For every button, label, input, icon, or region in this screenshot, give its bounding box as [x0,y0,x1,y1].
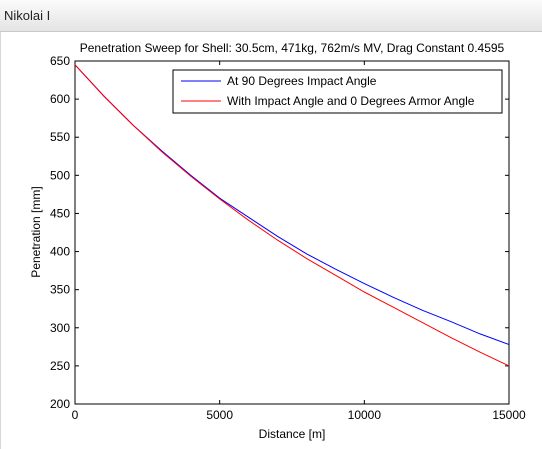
x-tick-label: 0 [72,408,79,422]
y-tick-label: 250 [50,359,70,373]
y-axis-label: Penetration [mm] [29,186,43,277]
legend-label-1: At 90 Degrees Impact Angle [227,74,377,88]
y-tick-label: 500 [50,168,70,182]
axis-ticks: 0 5000 10000 15000 200 250 300 350 400 450 500 550 6… [50,54,526,422]
x-axis-label: Distance [m] [259,427,326,441]
legend-label-2: With Impact Angle and 0 Degrees Armor An… [227,94,475,108]
y-tick-label: 200 [50,397,70,411]
series-line-2 [74,64,510,367]
y-tick-label: 400 [50,245,70,259]
y-tick-label: 300 [50,321,70,335]
legend-box [172,69,503,114]
x-tick-label: 15000 [492,408,526,422]
plot-area [74,60,510,405]
y-tick-label: 600 [50,92,70,106]
legend: At 90 Degrees Impact Angle With Impact An… [172,69,503,114]
figure-header: Nikolai I [0,0,542,32]
y-tick-label: 450 [50,206,70,220]
series-lines [74,64,510,367]
figure-title: Nikolai I [4,8,51,23]
chart-title: Penetration Sweep for Shell: 30.5cm, 471… [80,41,505,55]
y-tick-label: 350 [50,283,70,297]
y-tick-label: 650 [50,54,70,68]
y-tick-label: 550 [50,130,70,144]
x-tick-label: 10000 [348,408,382,422]
x-tick-label: 5000 [206,408,233,422]
